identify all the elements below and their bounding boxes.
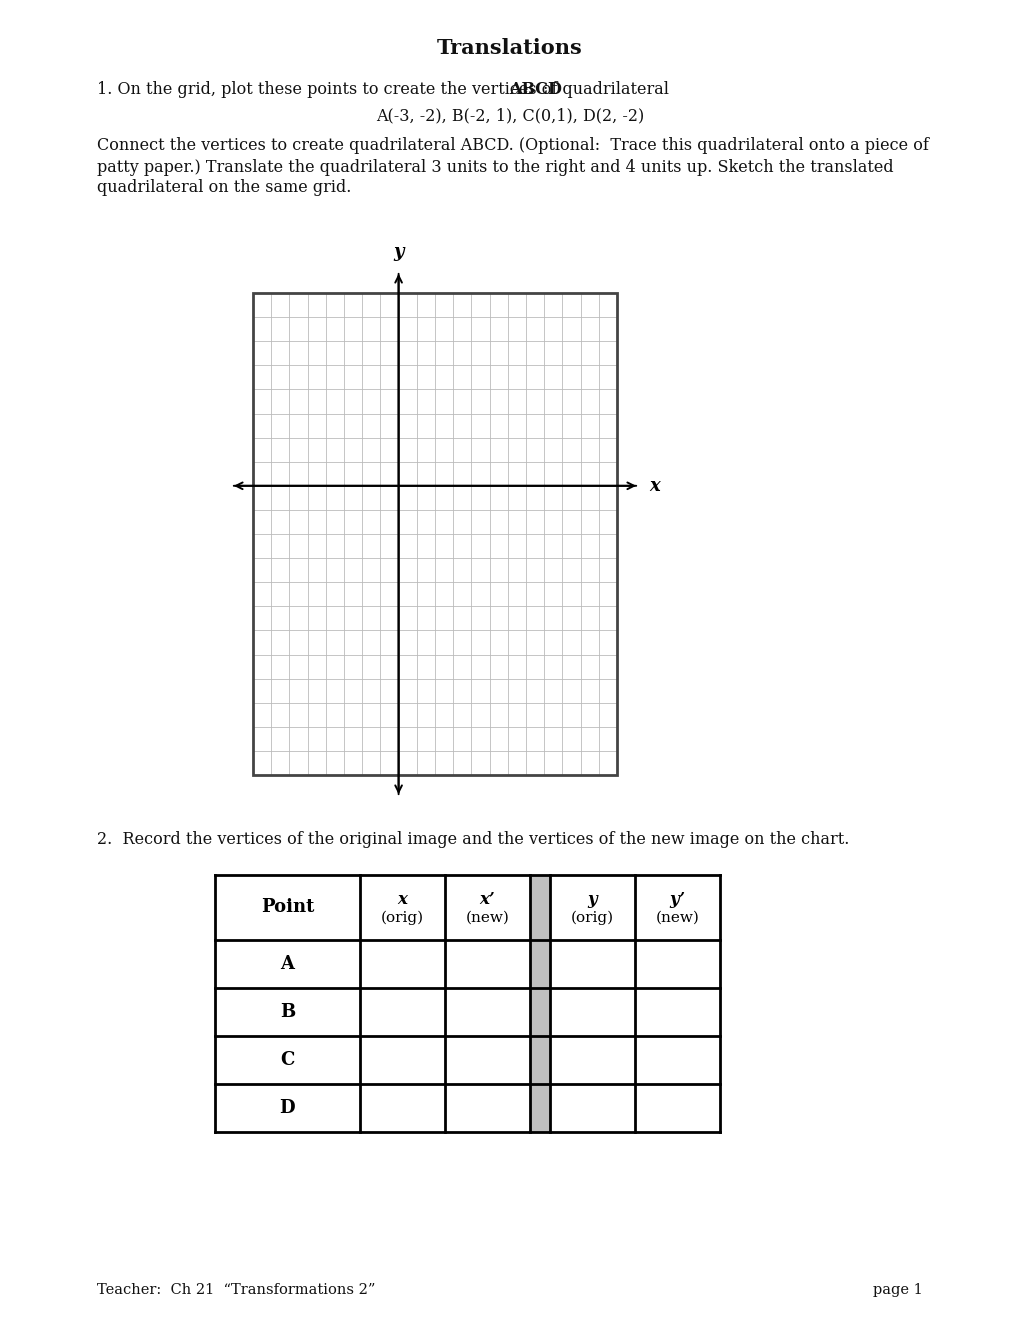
Text: y: y (587, 891, 597, 908)
Text: page 1: page 1 (872, 1283, 922, 1298)
Text: x: x (397, 891, 407, 908)
Text: (orig): (orig) (571, 911, 613, 925)
Text: A: A (280, 954, 294, 973)
Text: 1. On the grid, plot these points to create the vertices of quadrilateral: 1. On the grid, plot these points to cre… (97, 82, 674, 99)
Text: (orig): (orig) (380, 911, 424, 925)
Text: Translations: Translations (437, 38, 582, 58)
Text: x: x (648, 477, 659, 495)
Text: A(-3, -2), B(-2, 1), C(0,1), D(2, -2): A(-3, -2), B(-2, 1), C(0,1), D(2, -2) (376, 107, 643, 124)
Text: y: y (393, 243, 404, 261)
Text: patty paper.) Translate the quadrilateral 3 units to the right and 4 units up. S: patty paper.) Translate the quadrilatera… (97, 158, 893, 176)
Text: quadrilateral on the same grid.: quadrilateral on the same grid. (97, 180, 351, 197)
Text: 2.  Record the vertices of the original image and the vertices of the new image : 2. Record the vertices of the original i… (97, 832, 849, 849)
Text: :: : (541, 82, 547, 99)
Text: D: D (279, 1100, 296, 1117)
Text: x’: x’ (479, 891, 495, 908)
Bar (215, 875, 719, 1133)
Text: B: B (279, 1003, 294, 1020)
Text: y’: y’ (668, 891, 685, 908)
Bar (253, 293, 616, 775)
Text: ABCD: ABCD (508, 82, 561, 99)
Text: (new): (new) (655, 911, 699, 924)
Text: Connect the vertices to create quadrilateral ABCD. (Optional:  Trace this quadri: Connect the vertices to create quadrilat… (97, 137, 928, 154)
Text: Point: Point (261, 899, 314, 916)
Bar (530, 875, 549, 1133)
Text: Teacher:  Ch 21  “Transformations 2”: Teacher: Ch 21 “Transformations 2” (97, 1283, 375, 1298)
Text: (new): (new) (465, 911, 508, 924)
Text: C: C (280, 1051, 294, 1069)
